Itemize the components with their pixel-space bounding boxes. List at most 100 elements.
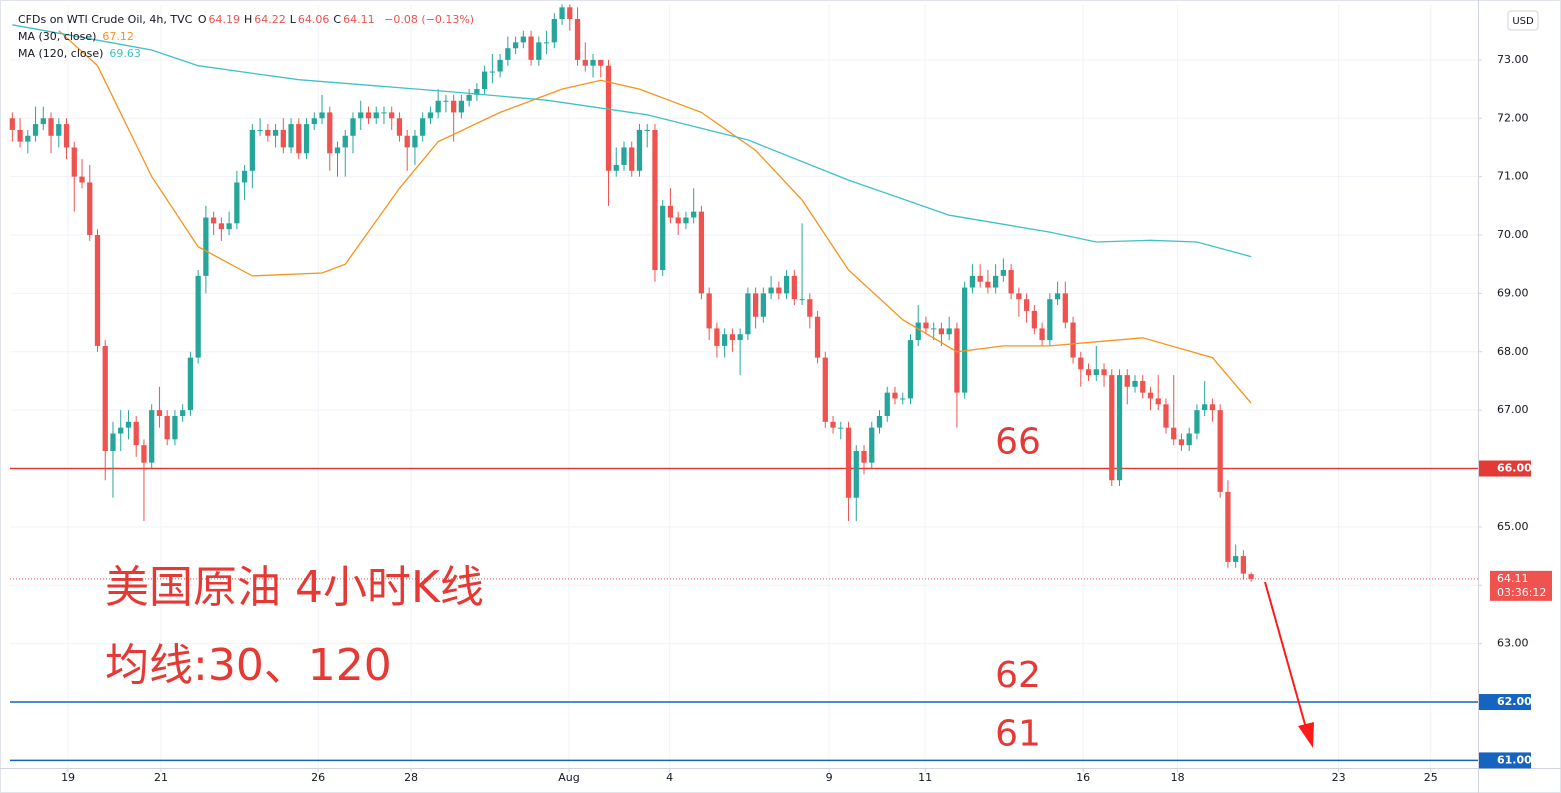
candle-body xyxy=(149,410,155,463)
candle-body xyxy=(71,147,77,177)
currency-button[interactable] xyxy=(1507,10,1539,31)
candle-body xyxy=(605,65,612,171)
candle-body xyxy=(853,451,859,498)
candle-body xyxy=(172,415,178,440)
candle-body xyxy=(1155,398,1161,405)
candle-body xyxy=(760,293,766,317)
candle-body xyxy=(915,322,921,341)
candle-body xyxy=(598,59,604,66)
level-label: 62.00 xyxy=(1497,695,1532,708)
candle-body xyxy=(814,316,821,358)
candle-body xyxy=(334,147,341,154)
candle-body xyxy=(1109,375,1115,481)
candle-body xyxy=(791,275,797,300)
candle-body xyxy=(1217,410,1223,492)
ohlc-value: 64.06 xyxy=(297,13,330,26)
candle-body xyxy=(962,287,968,393)
candle-body xyxy=(1248,574,1254,579)
candle-body xyxy=(551,19,557,43)
candle-body xyxy=(1047,299,1053,341)
ohlc-label: L xyxy=(289,13,296,26)
candle-body xyxy=(265,129,271,136)
level-label-box xyxy=(1479,752,1531,769)
candle-body xyxy=(621,147,627,165)
y-tick-label: 72.00 xyxy=(1497,111,1529,124)
candle-body xyxy=(512,42,519,49)
candle-body xyxy=(652,129,658,271)
currency[interactable]: USD xyxy=(1512,16,1534,27)
candle-body xyxy=(350,118,356,136)
candle-body xyxy=(536,42,542,60)
candle-body xyxy=(667,205,674,218)
candle-body xyxy=(1202,404,1208,411)
candle-body xyxy=(164,415,170,440)
candle-body xyxy=(1101,369,1107,376)
candle-body xyxy=(1031,310,1037,329)
candle-body xyxy=(1225,491,1231,562)
candle-body xyxy=(876,415,883,428)
level-label: 61.00 xyxy=(1497,753,1532,766)
candle-body xyxy=(32,124,39,136)
candle-body xyxy=(373,112,379,119)
candle-body xyxy=(87,182,93,236)
candle-body xyxy=(257,129,263,131)
candle-body xyxy=(1124,375,1130,387)
candle-body xyxy=(420,118,426,136)
candle-body xyxy=(451,100,457,113)
level-label-box xyxy=(1479,460,1531,477)
candle-body xyxy=(327,112,333,154)
ma-line xyxy=(12,24,1252,258)
candle-body xyxy=(505,48,511,60)
candle-body xyxy=(40,118,46,125)
ohlc-value: 64.22 xyxy=(254,13,286,26)
candle-body xyxy=(203,217,209,276)
candles xyxy=(9,4,1254,582)
candle-body xyxy=(110,433,116,452)
change: −0.08 (−0.13%) xyxy=(384,13,475,26)
candle-body xyxy=(17,129,23,142)
candle-body xyxy=(567,7,573,20)
candle-body xyxy=(466,94,472,101)
candle-body xyxy=(869,427,875,463)
level-label-box xyxy=(1479,694,1531,711)
candle-body xyxy=(481,71,488,90)
candle-body xyxy=(125,421,132,428)
candle-body xyxy=(838,427,844,429)
candle-body xyxy=(280,129,286,148)
candle-body xyxy=(365,112,372,119)
ohlc-value: 64.19 xyxy=(208,13,241,26)
candle-body xyxy=(381,112,387,114)
ma-line xyxy=(58,30,1252,404)
x-tick-label: 23 xyxy=(1332,771,1346,784)
x-tick-label: Aug xyxy=(558,771,579,784)
candle-body xyxy=(133,421,139,446)
candle-body xyxy=(931,328,937,330)
legend-value: 67.12 xyxy=(102,30,134,43)
x-tick-label: 4 xyxy=(666,771,673,784)
candle-body xyxy=(1163,404,1169,428)
candle-body xyxy=(752,293,759,317)
candle-body xyxy=(497,59,503,72)
candle-body xyxy=(768,287,774,294)
last-price-label: 64.11 xyxy=(1497,572,1529,585)
candle-body xyxy=(195,275,201,358)
legend: CFDs on WTI Crude Oil, 4h, TVC O 64.19 H 64… xyxy=(18,11,478,62)
candle-body xyxy=(737,334,743,341)
y-tick-label: 68.00 xyxy=(1497,345,1529,358)
symbol: CFDs on WTI Crude Oil, 4h, TVC xyxy=(18,13,193,26)
candle-body xyxy=(1132,380,1138,387)
x-tick-label: 19 xyxy=(61,771,75,784)
arrow xyxy=(1264,581,1314,748)
candle-body xyxy=(1240,556,1247,574)
candle-body xyxy=(48,118,54,136)
grid xyxy=(10,5,1478,768)
candle-body xyxy=(559,7,565,20)
candle-body xyxy=(342,135,348,148)
ohlc-label: H xyxy=(244,13,253,26)
candle-body xyxy=(234,182,240,224)
candle-body xyxy=(1209,404,1216,411)
candle-body xyxy=(319,112,325,119)
candle-body xyxy=(636,129,643,171)
candle-body xyxy=(1039,328,1045,341)
